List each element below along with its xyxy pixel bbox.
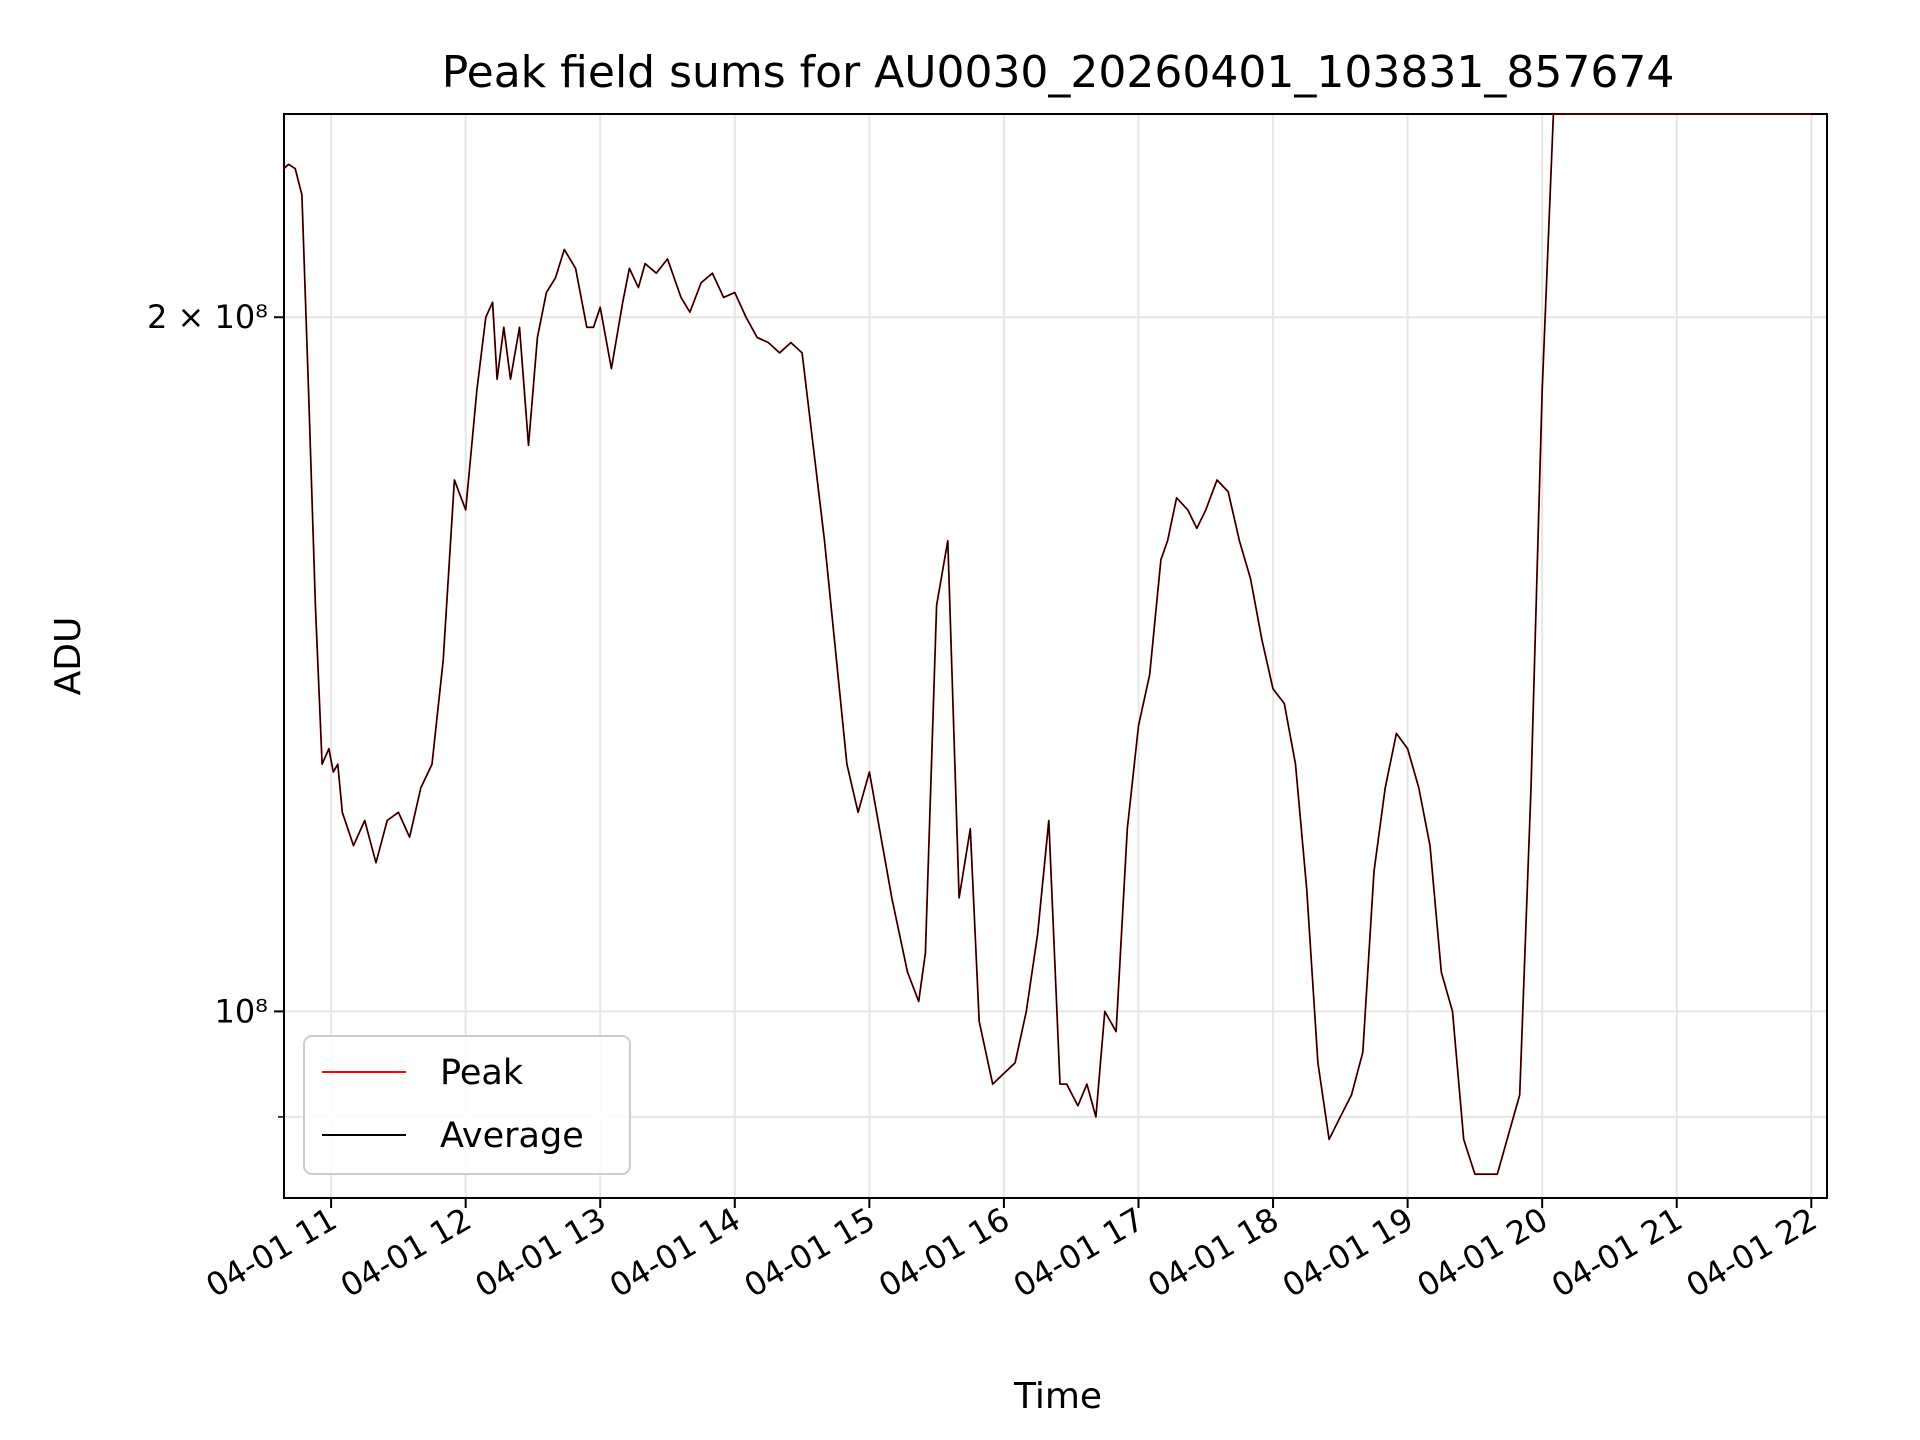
y-tick-label: 2 × 10⁸ — [147, 298, 268, 336]
series-line-average — [283, 113, 1812, 1175]
x-axis-label: Time — [1013, 1376, 1102, 1417]
y-axis-label: ADU — [48, 617, 89, 696]
chart-title: Peak field sums for AU0030_20260401_1038… — [442, 47, 1675, 98]
y-axis: 2 × 10⁸ 10⁸ — [147, 298, 284, 1118]
grid-lines — [284, 114, 1827, 1198]
legend-label-peak: Peak — [440, 1053, 524, 1093]
legend-box — [303, 1035, 631, 1175]
plot-area — [283, 113, 1828, 1199]
y-tick-label: 10⁸ — [214, 992, 268, 1030]
plot-frame — [283, 113, 1828, 1199]
legend-label-average: Average — [440, 1116, 584, 1156]
legend: Peak Average — [303, 1035, 631, 1175]
series-layer — [283, 113, 1812, 1176]
